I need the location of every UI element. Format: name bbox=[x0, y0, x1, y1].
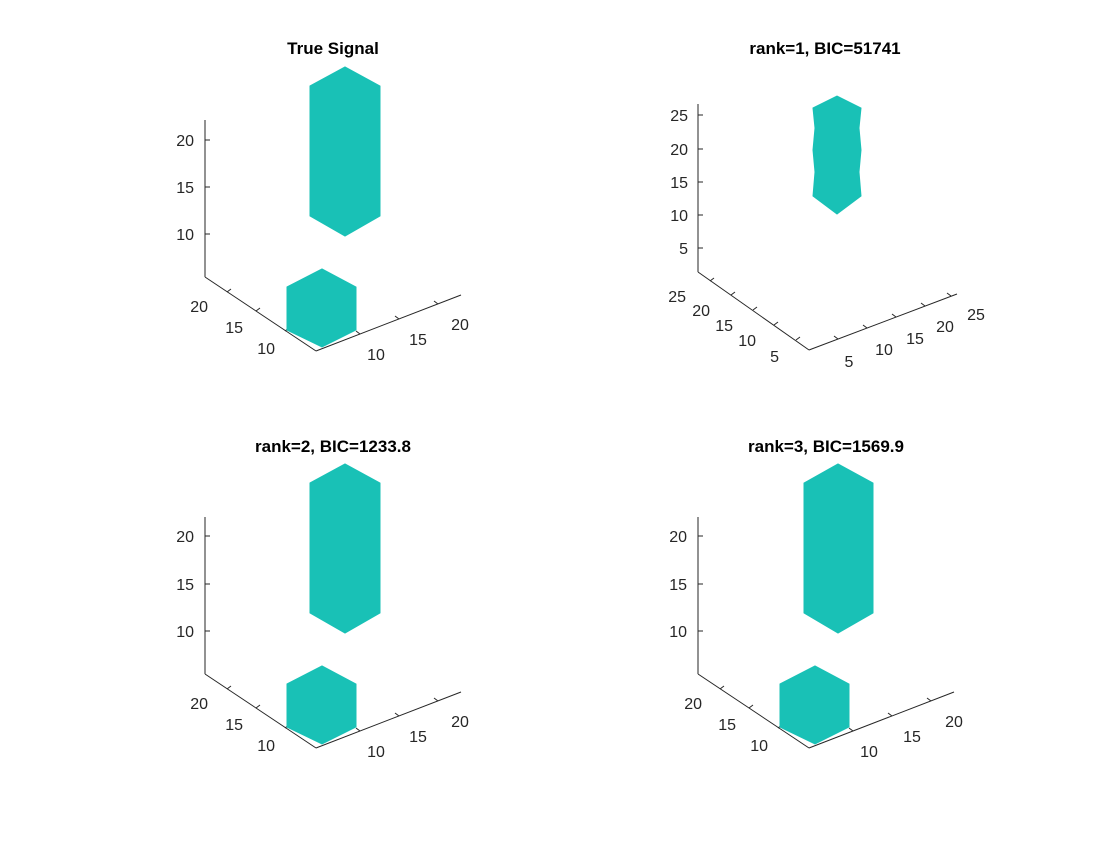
isosurface-column bbox=[309, 66, 381, 237]
y-tick-label: 10 bbox=[738, 333, 756, 350]
x-tick bbox=[433, 300, 439, 305]
y-tick bbox=[255, 704, 261, 709]
y-tick bbox=[773, 321, 779, 326]
y-tick-label: 20 bbox=[190, 696, 208, 713]
y-tick-label: 15 bbox=[715, 318, 733, 335]
y-tick bbox=[752, 306, 758, 311]
x-tick bbox=[394, 315, 400, 320]
y-tick bbox=[226, 685, 232, 690]
subplot-title: True Signal bbox=[287, 39, 379, 58]
z-tick-label: 20 bbox=[669, 529, 687, 546]
x-tick-label: 20 bbox=[945, 714, 963, 731]
x-tick-label: 10 bbox=[367, 744, 385, 761]
x-axis-line bbox=[808, 293, 958, 351]
subplot-title: rank=2, BIC=1233.8 bbox=[255, 437, 411, 456]
x-tick-label: 15 bbox=[903, 729, 921, 746]
x-tick-label: 15 bbox=[906, 331, 924, 348]
x-tick bbox=[887, 712, 893, 717]
x-tick bbox=[946, 292, 952, 297]
isosurface-column bbox=[812, 95, 862, 215]
z-tick-label: 20 bbox=[176, 529, 194, 546]
x-tick bbox=[926, 697, 932, 702]
x-tick-label: 25 bbox=[967, 307, 985, 324]
x-tick-label: 15 bbox=[409, 729, 427, 746]
x-tick bbox=[355, 330, 361, 335]
y-tick-label: 20 bbox=[692, 303, 710, 320]
y-tick bbox=[748, 704, 754, 709]
y-tick-label: 10 bbox=[257, 341, 275, 358]
x-tick bbox=[355, 727, 361, 732]
y-tick-label: 10 bbox=[750, 738, 768, 755]
z-tick-label: 5 bbox=[679, 241, 688, 258]
x-tick-label: 10 bbox=[860, 744, 878, 761]
z-tick-label: 15 bbox=[176, 577, 194, 594]
subplot-title: rank=3, BIC=1569.9 bbox=[748, 437, 904, 456]
z-tick-label: 25 bbox=[670, 108, 688, 125]
y-tick-label: 15 bbox=[225, 320, 243, 337]
x-tick bbox=[862, 324, 868, 329]
y-tick-label: 25 bbox=[668, 289, 686, 306]
isosurface-block bbox=[779, 665, 850, 745]
subplot-rank-2: rank=2, BIC=1233.8 20 15 10 20 15 10 10 … bbox=[176, 437, 469, 761]
x-tick-label: 5 bbox=[845, 354, 854, 371]
x-tick-label: 20 bbox=[451, 317, 469, 334]
z-tick-label: 10 bbox=[670, 208, 688, 225]
y-axis-line bbox=[204, 276, 317, 352]
y-tick-label: 20 bbox=[684, 696, 702, 713]
y-tick bbox=[795, 336, 801, 341]
y-tick bbox=[719, 685, 725, 690]
isosurface-column bbox=[309, 463, 381, 634]
y-axis-line bbox=[204, 673, 317, 749]
z-tick-label: 15 bbox=[669, 577, 687, 594]
x-tick-label: 20 bbox=[936, 319, 954, 336]
isosurface-column bbox=[803, 463, 874, 634]
x-tick-label: 15 bbox=[409, 332, 427, 349]
x-tick bbox=[833, 335, 839, 340]
x-axis-line bbox=[808, 691, 955, 749]
y-tick bbox=[226, 288, 232, 293]
x-tick bbox=[394, 712, 400, 717]
x-axis-line bbox=[315, 691, 462, 749]
y-tick-label: 15 bbox=[225, 717, 243, 734]
z-tick-label: 20 bbox=[670, 142, 688, 159]
subplot-rank-3: rank=3, BIC=1569.9 20 15 10 20 15 10 10 … bbox=[669, 437, 963, 761]
subplot-rank-1: rank=1, BIC=51741 25 20 15 10 5 25 20 15 bbox=[668, 39, 985, 371]
z-tick-label: 10 bbox=[669, 624, 687, 641]
y-tick bbox=[255, 307, 261, 312]
y-axis-line bbox=[697, 673, 810, 749]
x-axis-line bbox=[315, 294, 462, 352]
y-tick-label: 10 bbox=[257, 738, 275, 755]
x-tick bbox=[433, 697, 439, 702]
z-tick-label: 10 bbox=[176, 624, 194, 641]
x-tick-label: 10 bbox=[367, 347, 385, 364]
subplot-true-signal: True Signal 20 15 10 20 15 10 10 15 bbox=[176, 39, 469, 364]
y-tick-label: 15 bbox=[718, 717, 736, 734]
y-tick-label: 5 bbox=[770, 349, 779, 366]
z-tick-label: 15 bbox=[670, 175, 688, 192]
z-tick-label: 15 bbox=[176, 180, 194, 197]
x-tick bbox=[848, 727, 854, 732]
isosurface-block bbox=[286, 268, 357, 348]
z-tick-label: 20 bbox=[176, 133, 194, 150]
z-tick-label: 10 bbox=[176, 227, 194, 244]
subplot-title: rank=1, BIC=51741 bbox=[749, 39, 900, 58]
x-tick-label: 10 bbox=[875, 342, 893, 359]
y-tick bbox=[709, 277, 715, 282]
isosurface-block bbox=[286, 665, 357, 745]
x-tick bbox=[920, 302, 926, 307]
y-axis-line bbox=[697, 271, 810, 351]
y-tick-label: 20 bbox=[190, 299, 208, 316]
x-tick-label: 20 bbox=[451, 714, 469, 731]
y-tick bbox=[730, 291, 736, 296]
x-tick bbox=[891, 313, 897, 318]
